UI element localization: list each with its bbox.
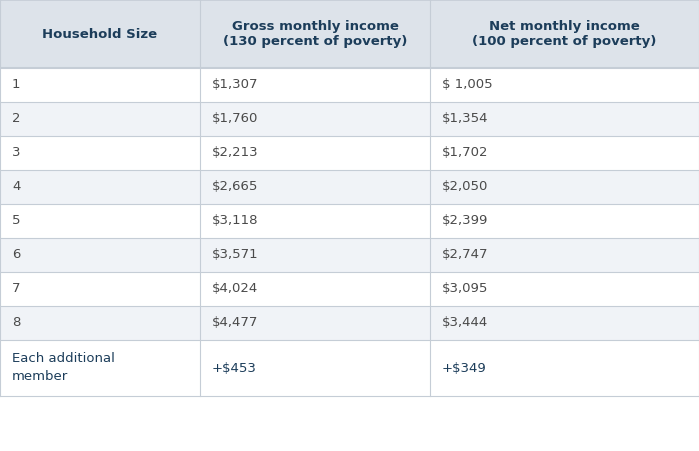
Text: $1,760: $1,760 <box>212 112 259 125</box>
Bar <box>0 0 699 68</box>
Text: Each additional: Each additional <box>12 353 115 365</box>
Text: $1,307: $1,307 <box>212 78 259 92</box>
Bar <box>0 68 699 102</box>
Text: $4,024: $4,024 <box>212 282 258 295</box>
Text: $1,702: $1,702 <box>442 147 489 160</box>
Text: (100 percent of poverty): (100 percent of poverty) <box>473 35 656 48</box>
Text: 7: 7 <box>12 282 20 295</box>
Bar <box>0 136 699 170</box>
Text: $2,747: $2,747 <box>442 249 489 262</box>
Text: $3,095: $3,095 <box>442 282 489 295</box>
Text: +$453: +$453 <box>212 362 257 374</box>
Bar <box>0 170 699 204</box>
Text: 4: 4 <box>12 180 20 193</box>
Text: 2: 2 <box>12 112 20 125</box>
Text: $4,477: $4,477 <box>212 317 259 330</box>
Text: $3,444: $3,444 <box>442 317 488 330</box>
Text: $3,118: $3,118 <box>212 215 259 227</box>
Text: Household Size: Household Size <box>43 28 157 41</box>
Bar <box>0 238 699 272</box>
Text: Net monthly income: Net monthly income <box>489 20 640 33</box>
Text: 1: 1 <box>12 78 20 92</box>
Text: 5: 5 <box>12 215 20 227</box>
Text: 6: 6 <box>12 249 20 262</box>
Text: (130 percent of poverty): (130 percent of poverty) <box>223 35 408 48</box>
Text: 8: 8 <box>12 317 20 330</box>
Text: $ 1,005: $ 1,005 <box>442 78 493 92</box>
Text: +$349: +$349 <box>442 362 487 374</box>
Text: $3,571: $3,571 <box>212 249 259 262</box>
Text: 3: 3 <box>12 147 20 160</box>
Text: $2,050: $2,050 <box>442 180 489 193</box>
Text: $2,213: $2,213 <box>212 147 259 160</box>
Bar <box>0 102 699 136</box>
Bar <box>0 340 699 396</box>
Text: $2,665: $2,665 <box>212 180 259 193</box>
Bar <box>0 272 699 306</box>
Text: $2,399: $2,399 <box>442 215 489 227</box>
Bar <box>0 204 699 238</box>
Text: $1,354: $1,354 <box>442 112 489 125</box>
Text: member: member <box>12 371 69 383</box>
Bar <box>0 306 699 340</box>
Text: Gross monthly income: Gross monthly income <box>231 20 398 33</box>
